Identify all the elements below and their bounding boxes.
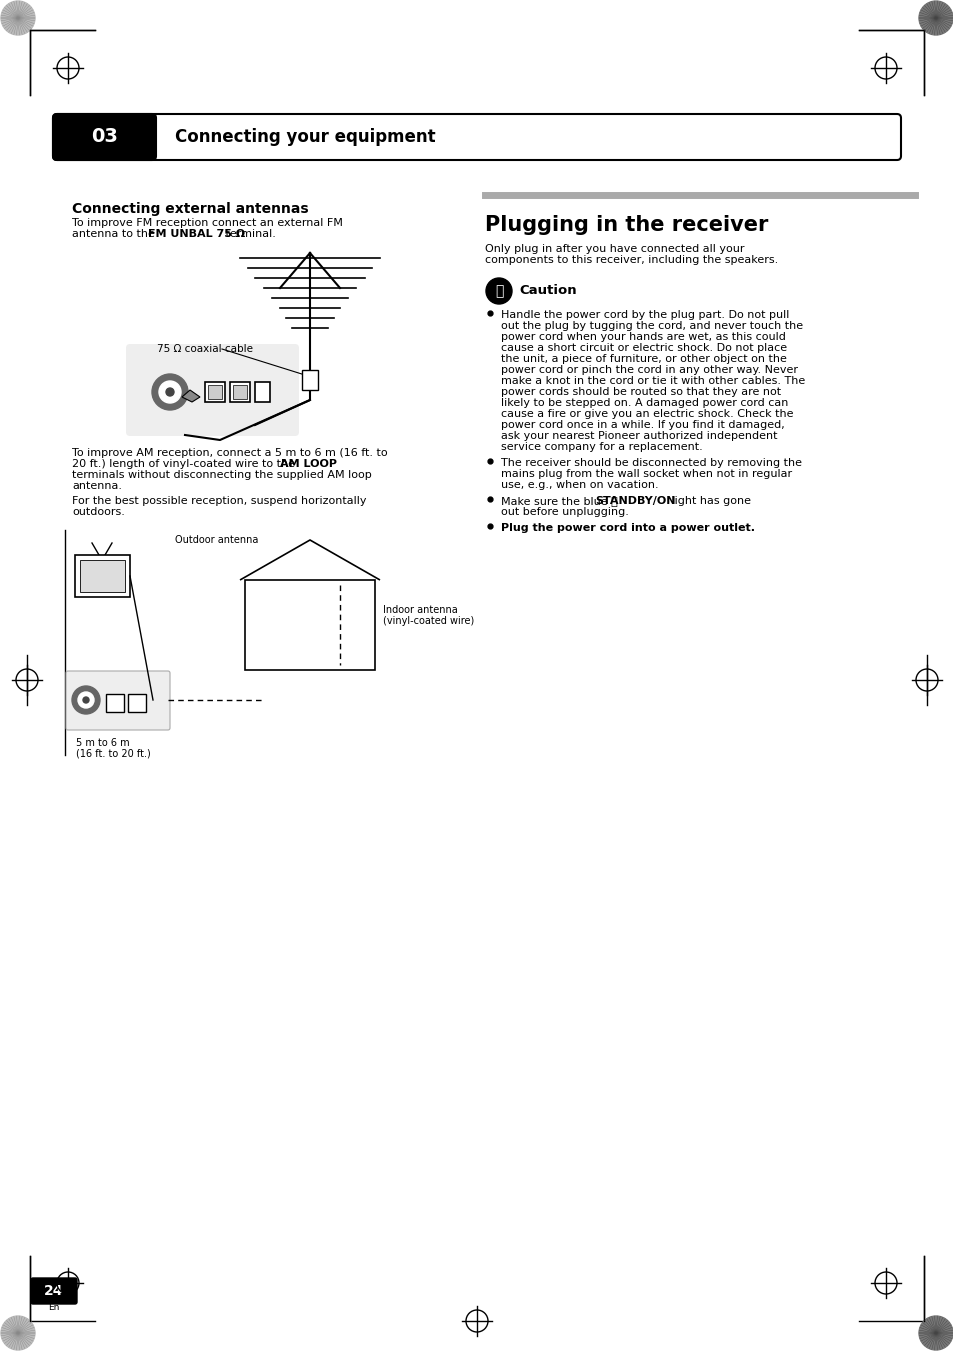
Text: Plug the power cord into a power outlet.: Plug the power cord into a power outlet. [500, 523, 754, 534]
Text: AM LOOP: AM LOOP [280, 459, 336, 469]
Text: make a knot in the cord or tie it with other cables. The: make a knot in the cord or tie it with o… [500, 376, 804, 386]
FancyBboxPatch shape [53, 113, 900, 159]
Text: the unit, a piece of furniture, or other object on the: the unit, a piece of furniture, or other… [500, 354, 786, 363]
FancyBboxPatch shape [126, 345, 298, 436]
Text: Plugging in the receiver: Plugging in the receiver [484, 215, 767, 235]
Circle shape [1, 1316, 35, 1350]
Text: 75 Ω coaxial cable: 75 Ω coaxial cable [157, 345, 253, 354]
Text: 5 m to 6 m: 5 m to 6 m [76, 738, 130, 748]
Circle shape [71, 686, 100, 713]
Polygon shape [182, 390, 200, 403]
Text: For the best possible reception, suspend horizontally: For the best possible reception, suspend… [71, 496, 366, 507]
Text: likely to be stepped on. A damaged power cord can: likely to be stepped on. A damaged power… [500, 399, 787, 408]
Bar [208, 385, 222, 399]
Circle shape [166, 388, 173, 396]
Text: power cords should be routed so that they are not: power cords should be routed so that the… [500, 386, 781, 397]
Text: Outdoor antenna: Outdoor antenna [174, 535, 258, 544]
Text: STANDBY/ON: STANDBY/ON [595, 496, 675, 507]
Text: out the plug by tugging the cord, and never touch the: out the plug by tugging the cord, and ne… [500, 322, 802, 331]
Text: To improve FM reception connect an external FM: To improve FM reception connect an exter… [71, 218, 342, 228]
Text: (16 ft. to 20 ft.): (16 ft. to 20 ft.) [76, 748, 151, 759]
Text: Handle the power cord by the plug part. Do not pull: Handle the power cord by the plug part. … [500, 309, 788, 320]
Text: Connecting external antennas: Connecting external antennas [71, 203, 309, 216]
Circle shape [152, 374, 188, 409]
Circle shape [485, 278, 512, 304]
Text: FM UNBAL 75 Ω: FM UNBAL 75 Ω [148, 230, 245, 239]
Bar [205, 382, 225, 403]
Bar [233, 385, 247, 399]
Text: Indoor antenna: Indoor antenna [382, 605, 457, 615]
Circle shape [918, 1, 952, 35]
Text: power cord or pinch the cord in any other way. Never: power cord or pinch the cord in any othe… [500, 365, 797, 376]
Text: Make sure the blue ⏻: Make sure the blue ⏻ [500, 496, 620, 507]
Bar [128, 694, 146, 712]
Text: antenna to the: antenna to the [71, 230, 158, 239]
Circle shape [159, 381, 181, 403]
Circle shape [1, 1, 35, 35]
Text: terminals without disconnecting the supplied AM loop: terminals without disconnecting the supp… [71, 470, 372, 480]
Text: (vinyl-coated wire): (vinyl-coated wire) [382, 616, 474, 626]
Circle shape [78, 692, 94, 708]
Bar [75, 555, 130, 597]
Bar [230, 382, 250, 403]
Text: service company for a replacement.: service company for a replacement. [500, 442, 702, 453]
Text: The receiver should be disconnected by removing the: The receiver should be disconnected by r… [500, 458, 801, 467]
Text: Caution: Caution [518, 285, 576, 297]
Text: En: En [49, 1304, 60, 1313]
Text: Only plug in after you have connected all your: Only plug in after you have connected al… [484, 245, 743, 254]
FancyBboxPatch shape [66, 671, 170, 730]
Bar [302, 370, 317, 390]
Text: outdoors.: outdoors. [71, 507, 125, 517]
Text: 24: 24 [44, 1283, 64, 1298]
Text: antenna.: antenna. [71, 481, 122, 490]
Text: terminal.: terminal. [222, 230, 275, 239]
Circle shape [83, 697, 89, 703]
Circle shape [918, 1316, 952, 1350]
FancyBboxPatch shape [53, 113, 156, 159]
Text: ask your nearest Pioneer authorized independent: ask your nearest Pioneer authorized inde… [500, 431, 777, 440]
Text: ✋: ✋ [495, 284, 502, 299]
Text: cause a short circuit or electric shock. Do not place: cause a short circuit or electric shock.… [500, 343, 786, 353]
Text: 20 ft.) length of vinyl-coated wire to the: 20 ft.) length of vinyl-coated wire to t… [71, 459, 298, 469]
Bar [245, 580, 375, 670]
Text: light has gone: light has gone [667, 496, 750, 507]
Text: 03: 03 [91, 127, 118, 146]
Bar [80, 561, 125, 592]
Bar [106, 694, 124, 712]
Text: out before unplugging.: out before unplugging. [500, 507, 628, 517]
Text: use, e.g., when on vacation.: use, e.g., when on vacation. [500, 480, 658, 490]
Text: power cord once in a while. If you find it damaged,: power cord once in a while. If you find … [500, 420, 784, 430]
Text: To improve AM reception, connect a 5 m to 6 m (16 ft. to: To improve AM reception, connect a 5 m t… [71, 449, 387, 458]
Bar [254, 382, 270, 403]
Text: cause a fire or give you an electric shock. Check the: cause a fire or give you an electric sho… [500, 409, 793, 419]
Text: Connecting your equipment: Connecting your equipment [174, 128, 436, 146]
Text: mains plug from the wall socket when not in regular: mains plug from the wall socket when not… [500, 469, 791, 480]
Text: components to this receiver, including the speakers.: components to this receiver, including t… [484, 255, 778, 265]
FancyBboxPatch shape [30, 1278, 77, 1304]
Text: power cord when your hands are wet, as this could: power cord when your hands are wet, as t… [500, 332, 785, 342]
